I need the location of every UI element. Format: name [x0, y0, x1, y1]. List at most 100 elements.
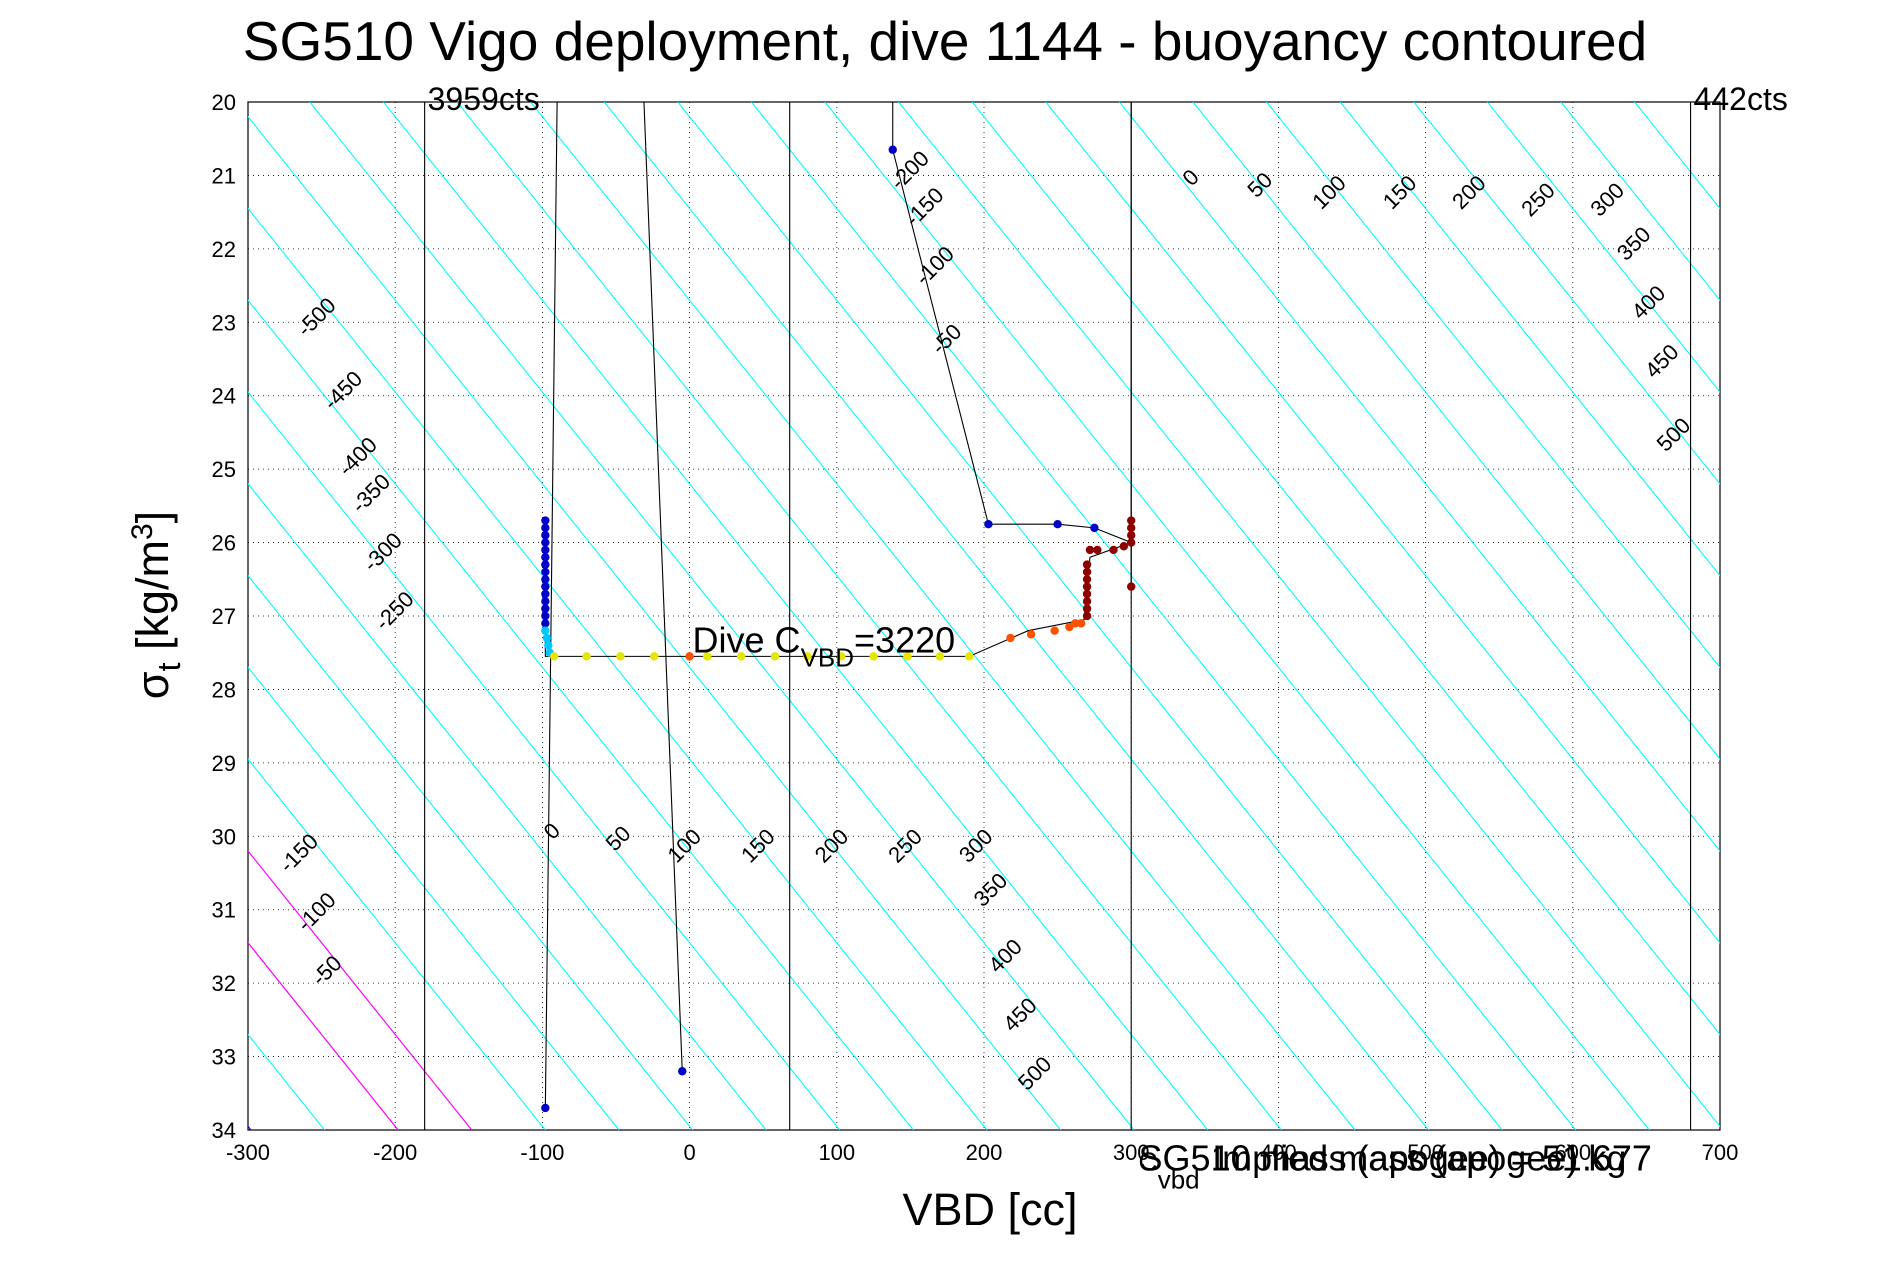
contour-line: [530, 102, 1356, 1130]
data-point: [542, 633, 552, 643]
y-label-unit: [kg/m: [127, 540, 178, 663]
y-tick-label: 21: [212, 163, 236, 188]
dive-path-line: [544, 101, 558, 1108]
data-point: [1082, 604, 1092, 613]
dive-path-line: [544, 520, 1132, 657]
data-point: [549, 652, 559, 661]
y-tick-label: 27: [212, 604, 236, 629]
data-point: [1127, 531, 1136, 540]
overlapping-annotation: vbd: [1158, 1165, 1200, 1195]
overlapping-annotation: C: [1139, 1146, 1158, 1176]
data-point: [541, 531, 550, 540]
contour-line: [248, 850, 473, 1130]
contour-line: [1339, 102, 1720, 577]
data-point: [1026, 630, 1036, 639]
data-point: [935, 652, 945, 661]
y-tick-label: 30: [212, 824, 236, 849]
x-tick-label: 200: [966, 1140, 1003, 1165]
contour-line: [382, 102, 1209, 1130]
data-point: [1082, 589, 1092, 599]
y-tick-label: 34: [212, 1118, 236, 1143]
y-tick-label: 33: [212, 1045, 236, 1070]
y-tick-label: 20: [212, 90, 236, 115]
contour-line: [1192, 102, 1720, 761]
data-point: [616, 652, 625, 661]
y-tick-label: 22: [212, 237, 236, 262]
data-point: [1082, 560, 1092, 569]
dive-cvbd-prefix: Dive C: [693, 620, 801, 661]
y-tick-label: 31: [212, 898, 236, 923]
data-point: [1090, 523, 1099, 533]
x-tick-label: -100: [520, 1140, 564, 1165]
data-point: [888, 145, 897, 154]
counts-annotation: 3959cts: [428, 81, 540, 117]
x-tick-label: 300: [1113, 1140, 1150, 1165]
dive-path-line: [643, 101, 683, 1072]
data-point: [1082, 567, 1092, 577]
contour-line: [248, 207, 988, 1130]
y-label-superscript: 3: [126, 523, 159, 540]
data-point: [541, 575, 550, 584]
contour-line: [309, 102, 1135, 1130]
data-point: [541, 582, 550, 591]
contour-line: [1486, 102, 1720, 393]
x-tick-label: 100: [818, 1140, 855, 1165]
contour-line: [1045, 102, 1720, 944]
data-point: [984, 520, 993, 529]
overlapping-annotation: SG510 mass (apogee) = 51.677: [1139, 1137, 1652, 1178]
data-point: [541, 560, 550, 569]
dive-cvbd-annotation: Dive CVBD=3220: [693, 620, 956, 673]
data-point: [541, 611, 550, 621]
chart-title: SG510 Vigo deployment, dive 1144 - buoya…: [243, 10, 1647, 72]
data-point: [541, 523, 550, 533]
contour-line: [1118, 102, 1720, 852]
data-point: [965, 652, 974, 661]
contour-line: [248, 758, 546, 1130]
x-tick-label: -200: [373, 1140, 417, 1165]
contour-line: [971, 102, 1720, 1036]
contour-line: [248, 941, 399, 1130]
y-tick-label: 29: [212, 751, 236, 776]
x-tick-label: 500: [1407, 1140, 1444, 1165]
dive-cvbd-suffix: =3220: [854, 620, 955, 661]
data-point: [1082, 611, 1092, 621]
contour-line: [898, 102, 1720, 1128]
y-tick-label: 28: [212, 677, 236, 702]
data-point: [703, 652, 712, 661]
data-point: [1076, 619, 1086, 628]
contour-line: [750, 102, 1577, 1130]
data-point: [544, 641, 553, 650]
y-tick-label: 25: [212, 457, 236, 482]
data-point: [1006, 633, 1015, 643]
y-tick-label: 24: [212, 384, 236, 409]
contour-line: [248, 115, 1061, 1130]
data-point: [650, 652, 659, 661]
data-point: [541, 589, 550, 599]
data-point: [1119, 542, 1129, 551]
data-point: [1085, 545, 1095, 555]
x-tick-label: 0: [683, 1140, 695, 1165]
data-point: [678, 1067, 687, 1076]
data-point: [541, 604, 550, 613]
data-point: [1093, 545, 1102, 555]
data-point: [736, 652, 746, 661]
data-point: [1127, 523, 1136, 533]
overlapping-annotation: Implied mass (apogee) kg: [1212, 1137, 1626, 1178]
data-point: [1082, 575, 1092, 584]
contour-line: [1266, 102, 1720, 669]
contour-lines: [248, 102, 1720, 1130]
data-point: [541, 516, 550, 525]
data-point: [1082, 597, 1092, 606]
y-label-subscript: t: [151, 662, 187, 671]
y-tick-label: 32: [212, 971, 236, 996]
data-point: [1071, 619, 1080, 628]
y-tick-label: 26: [212, 531, 236, 556]
data-point: [837, 652, 846, 661]
y-label-unit-close: ]: [127, 511, 178, 524]
data-point: [541, 538, 550, 547]
data-point: [1082, 582, 1092, 591]
data-point: [541, 626, 550, 635]
data-point: [1050, 626, 1059, 635]
contour-line: [248, 299, 914, 1130]
